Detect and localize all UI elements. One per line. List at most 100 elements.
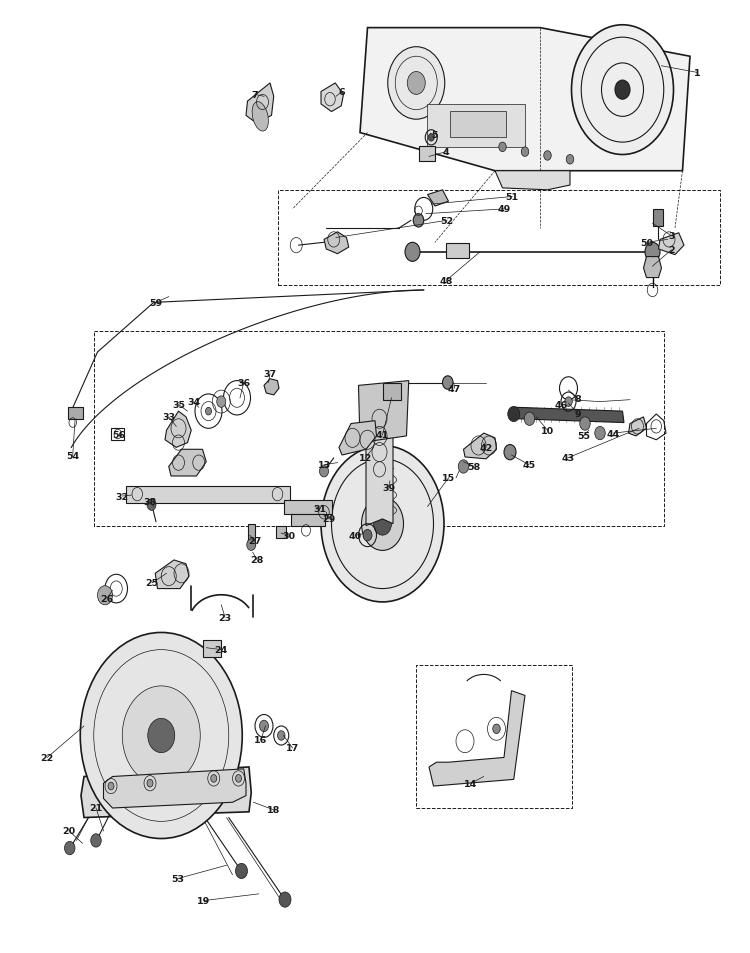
Text: 20: 20 [62,826,76,836]
Circle shape [615,81,630,100]
Text: 6: 6 [339,88,345,97]
Text: 35: 35 [172,400,185,410]
Text: 15: 15 [442,474,455,483]
Circle shape [566,155,574,165]
Text: 59: 59 [149,298,163,308]
Text: 24: 24 [214,645,228,655]
Bar [248,524,255,545]
Circle shape [236,775,242,782]
Circle shape [147,499,156,511]
Text: 3: 3 [668,232,674,241]
Text: 2: 2 [668,246,674,255]
Text: 53: 53 [171,874,184,883]
Text: 28: 28 [251,556,264,565]
Polygon shape [246,84,274,124]
Polygon shape [169,450,206,476]
Circle shape [217,396,226,408]
Polygon shape [324,233,349,254]
Circle shape [413,214,424,228]
Text: 31: 31 [314,504,327,514]
Text: 13: 13 [317,460,331,470]
Text: 52: 52 [440,216,454,226]
Text: 9: 9 [574,409,580,418]
Circle shape [247,539,256,551]
Text: 14: 14 [464,779,478,788]
Circle shape [279,892,291,907]
Text: 26: 26 [100,594,114,603]
Circle shape [595,427,605,440]
Circle shape [320,466,328,477]
Text: 56: 56 [112,431,125,440]
Text: 42: 42 [479,443,493,453]
Text: 25: 25 [146,578,159,588]
Circle shape [458,460,469,474]
Text: 5: 5 [432,131,438,140]
Circle shape [499,143,506,152]
Bar [446,244,469,259]
Text: 19: 19 [197,896,211,905]
Circle shape [80,633,242,839]
Text: 4: 4 [443,148,449,157]
Text: 34: 34 [187,397,200,407]
Polygon shape [360,29,690,172]
Bar [126,486,290,503]
Ellipse shape [252,103,268,132]
Polygon shape [165,412,191,448]
Text: 18: 18 [267,805,280,815]
Circle shape [91,834,101,847]
Text: 32: 32 [116,492,129,501]
Polygon shape [358,381,409,443]
Circle shape [108,782,114,790]
Circle shape [521,148,529,157]
Circle shape [374,513,392,536]
Polygon shape [104,769,246,808]
Bar [202,640,221,658]
Polygon shape [516,408,624,423]
Polygon shape [321,84,344,112]
Text: 33: 33 [162,413,176,422]
Circle shape [524,413,535,426]
Circle shape [580,417,590,431]
Circle shape [278,731,285,740]
Circle shape [363,530,372,541]
Text: 30: 30 [282,531,296,540]
Text: 1: 1 [694,69,700,78]
Polygon shape [427,191,448,207]
Bar [427,105,525,148]
Text: 45: 45 [522,460,536,470]
Circle shape [98,586,112,605]
Bar [111,429,125,440]
Text: 36: 36 [237,378,250,388]
Polygon shape [658,233,684,255]
Circle shape [493,724,500,734]
Text: 49: 49 [497,205,511,214]
Circle shape [508,407,520,422]
Circle shape [64,841,75,855]
Text: 44: 44 [607,429,620,438]
Bar [382,383,401,400]
Text: 47: 47 [448,384,461,394]
Polygon shape [628,417,646,436]
Text: 38: 38 [143,497,157,507]
Bar [276,526,286,538]
Circle shape [147,780,153,787]
Text: 7: 7 [252,91,258,100]
Text: 27: 27 [248,537,262,546]
Polygon shape [495,172,570,191]
Circle shape [407,72,425,95]
Polygon shape [264,379,279,395]
Circle shape [236,863,248,879]
Text: 21: 21 [89,803,103,813]
Polygon shape [429,691,525,786]
Text: 12: 12 [358,454,372,463]
Circle shape [388,48,445,120]
Text: 8: 8 [574,395,580,404]
Circle shape [260,720,268,732]
Text: 46: 46 [554,400,568,410]
Polygon shape [339,421,376,456]
Text: 48: 48 [440,276,453,286]
Text: 16: 16 [254,735,268,744]
Text: 22: 22 [40,753,54,762]
Text: 17: 17 [286,743,299,753]
Circle shape [504,445,516,460]
